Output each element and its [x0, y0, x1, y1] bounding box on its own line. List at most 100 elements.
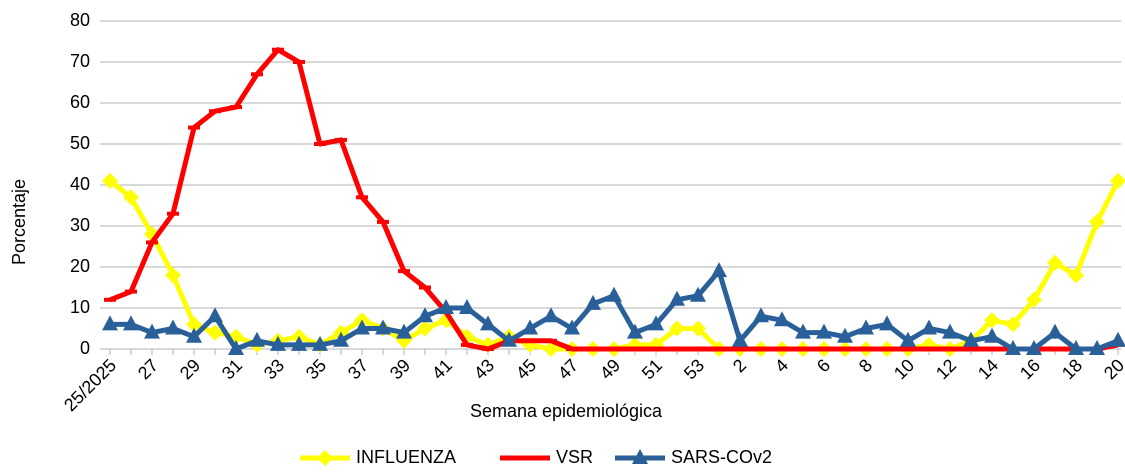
marker — [818, 347, 830, 351]
marker — [1026, 291, 1042, 308]
x-tick-label: 16 — [1016, 355, 1044, 383]
marker — [165, 267, 181, 284]
marker — [797, 347, 809, 351]
legend-label: SARS-COv2 — [671, 447, 772, 467]
marker — [186, 316, 202, 333]
x-tick-label: 10 — [890, 355, 918, 383]
y-tick-label: 60 — [70, 92, 90, 112]
x-tick-label: 41 — [428, 355, 456, 383]
y-tick-label: 80 — [70, 10, 90, 30]
series-line — [110, 268, 1119, 352]
x-tick-label: 35 — [302, 355, 330, 383]
marker — [860, 347, 872, 351]
marker — [543, 307, 559, 323]
x-tick-label: 12 — [932, 355, 960, 383]
marker — [1110, 172, 1125, 189]
marker — [900, 331, 916, 347]
marker — [984, 312, 1000, 329]
x-tick-label: 20 — [1100, 355, 1125, 383]
marker — [312, 335, 328, 351]
x-tick-label: 4 — [771, 355, 792, 376]
x-tick-label: 45 — [512, 355, 540, 383]
marker — [1026, 340, 1042, 355]
marker — [545, 338, 557, 343]
marker — [314, 142, 326, 146]
marker — [965, 347, 977, 351]
marker — [188, 125, 200, 130]
marker — [711, 262, 727, 278]
marker — [669, 290, 685, 306]
marker — [986, 347, 998, 351]
y-tick-label: 0 — [80, 338, 90, 358]
y-tick-label: 30 — [70, 215, 90, 235]
marker — [291, 335, 307, 351]
marker — [375, 319, 391, 335]
series-line — [108, 178, 1121, 352]
marker — [461, 342, 473, 347]
marker — [963, 331, 979, 347]
series-line — [109, 47, 1119, 352]
marker — [627, 323, 643, 339]
marker — [921, 319, 937, 335]
marker — [902, 347, 914, 351]
marker — [123, 315, 139, 331]
marker — [396, 323, 412, 339]
marker — [1068, 267, 1084, 284]
marker — [144, 323, 160, 339]
marker — [377, 219, 389, 224]
marker — [417, 320, 433, 337]
x-tick-label: 8 — [855, 355, 876, 376]
marker — [648, 315, 664, 331]
marker — [632, 449, 648, 464]
y-tick-label: 70 — [70, 51, 90, 71]
marker — [816, 323, 832, 339]
x-tick-label: 47 — [554, 355, 582, 383]
marker — [482, 347, 494, 351]
marker — [881, 347, 893, 351]
marker — [519, 456, 531, 460]
marker — [671, 347, 683, 351]
y-tick-label: 50 — [70, 133, 90, 153]
marker — [335, 137, 347, 142]
marker — [123, 189, 139, 206]
marker — [923, 347, 935, 351]
marker — [167, 211, 179, 216]
marker — [837, 327, 853, 343]
marker — [480, 315, 496, 331]
x-tick-label: 2 — [729, 355, 750, 376]
marker — [333, 331, 349, 347]
marker — [776, 347, 788, 351]
marker — [293, 60, 305, 64]
marker — [1110, 331, 1125, 347]
marker — [774, 311, 790, 327]
legend-label: INFLUENZA — [356, 447, 456, 467]
marker — [501, 331, 517, 347]
y-tick-label: 20 — [70, 256, 90, 276]
marker — [732, 331, 748, 347]
marker — [1089, 340, 1105, 355]
marker — [839, 347, 851, 351]
marker — [942, 323, 958, 339]
marker — [102, 315, 118, 331]
x-tick-label: 49 — [596, 355, 624, 383]
marker — [566, 347, 578, 351]
x-tick-label: 31 — [218, 355, 246, 383]
marker — [104, 297, 116, 302]
marker — [146, 240, 158, 245]
marker — [207, 324, 223, 341]
x-tick-label: 27 — [134, 355, 162, 383]
marker — [585, 294, 601, 310]
marker — [690, 320, 706, 337]
marker — [1068, 340, 1084, 355]
x-tick-label: 33 — [260, 355, 288, 383]
marker — [207, 307, 223, 323]
legend-label: VSR — [556, 447, 593, 467]
x-tick-label: 53 — [680, 355, 708, 383]
marker — [755, 347, 767, 351]
x-tick-label: 14 — [974, 355, 1002, 383]
marker — [734, 347, 746, 351]
marker — [165, 319, 181, 335]
marker — [125, 289, 137, 294]
marker — [587, 347, 599, 351]
